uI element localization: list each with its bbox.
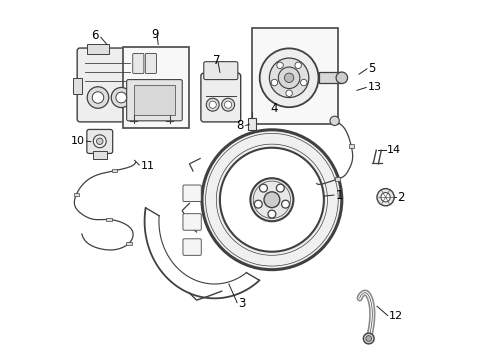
Circle shape [377, 189, 394, 206]
Circle shape [330, 116, 339, 126]
Circle shape [220, 148, 324, 252]
Bar [73, 78, 82, 94]
Text: 6: 6 [91, 29, 98, 42]
Circle shape [92, 92, 104, 103]
Circle shape [97, 138, 103, 144]
Circle shape [364, 333, 374, 344]
Circle shape [116, 92, 126, 103]
Bar [134, 85, 175, 116]
Bar [74, 193, 79, 196]
Text: 4: 4 [270, 103, 277, 116]
FancyBboxPatch shape [77, 48, 139, 122]
Circle shape [336, 72, 347, 84]
Text: 5: 5 [368, 62, 376, 75]
Bar [349, 144, 354, 148]
Bar [252, 28, 338, 125]
Circle shape [250, 178, 294, 221]
FancyBboxPatch shape [146, 53, 156, 73]
Text: 10: 10 [71, 136, 84, 146]
FancyBboxPatch shape [183, 185, 201, 202]
Circle shape [300, 79, 307, 86]
Text: 13: 13 [368, 82, 382, 92]
Text: 12: 12 [389, 311, 403, 321]
Text: 3: 3 [239, 297, 246, 310]
FancyBboxPatch shape [204, 62, 238, 80]
Bar [106, 218, 112, 221]
Circle shape [254, 200, 262, 208]
Circle shape [268, 210, 276, 218]
FancyBboxPatch shape [87, 130, 113, 153]
Text: 14: 14 [387, 145, 401, 155]
Circle shape [276, 184, 284, 192]
Bar [318, 72, 342, 83]
FancyBboxPatch shape [133, 53, 144, 73]
Circle shape [93, 135, 106, 148]
Circle shape [224, 101, 232, 108]
Text: 11: 11 [141, 161, 155, 171]
Bar [112, 169, 118, 172]
Circle shape [285, 73, 294, 82]
Bar [248, 118, 256, 130]
Text: 7: 7 [213, 54, 220, 67]
Circle shape [282, 200, 290, 208]
FancyBboxPatch shape [201, 73, 241, 122]
Text: 1: 1 [335, 189, 343, 202]
FancyBboxPatch shape [183, 214, 201, 230]
Bar [335, 177, 340, 181]
Circle shape [206, 98, 219, 111]
Circle shape [381, 193, 390, 202]
Bar [123, 47, 190, 128]
Text: 9: 9 [151, 28, 159, 41]
Circle shape [295, 62, 301, 68]
Circle shape [111, 87, 131, 108]
Circle shape [271, 79, 278, 86]
FancyBboxPatch shape [126, 80, 182, 121]
Bar [87, 44, 109, 54]
Circle shape [270, 58, 309, 98]
Circle shape [260, 48, 318, 107]
Circle shape [260, 184, 268, 192]
Circle shape [202, 130, 342, 270]
Text: 2: 2 [397, 191, 405, 204]
Text: 8: 8 [237, 119, 244, 132]
Circle shape [264, 192, 280, 208]
Bar [126, 242, 132, 245]
Circle shape [277, 62, 283, 68]
Circle shape [221, 98, 235, 111]
Circle shape [209, 101, 216, 108]
Bar [93, 150, 107, 159]
Circle shape [366, 336, 371, 341]
Circle shape [278, 67, 300, 89]
FancyBboxPatch shape [183, 239, 201, 255]
Circle shape [286, 90, 293, 96]
Circle shape [87, 87, 109, 108]
